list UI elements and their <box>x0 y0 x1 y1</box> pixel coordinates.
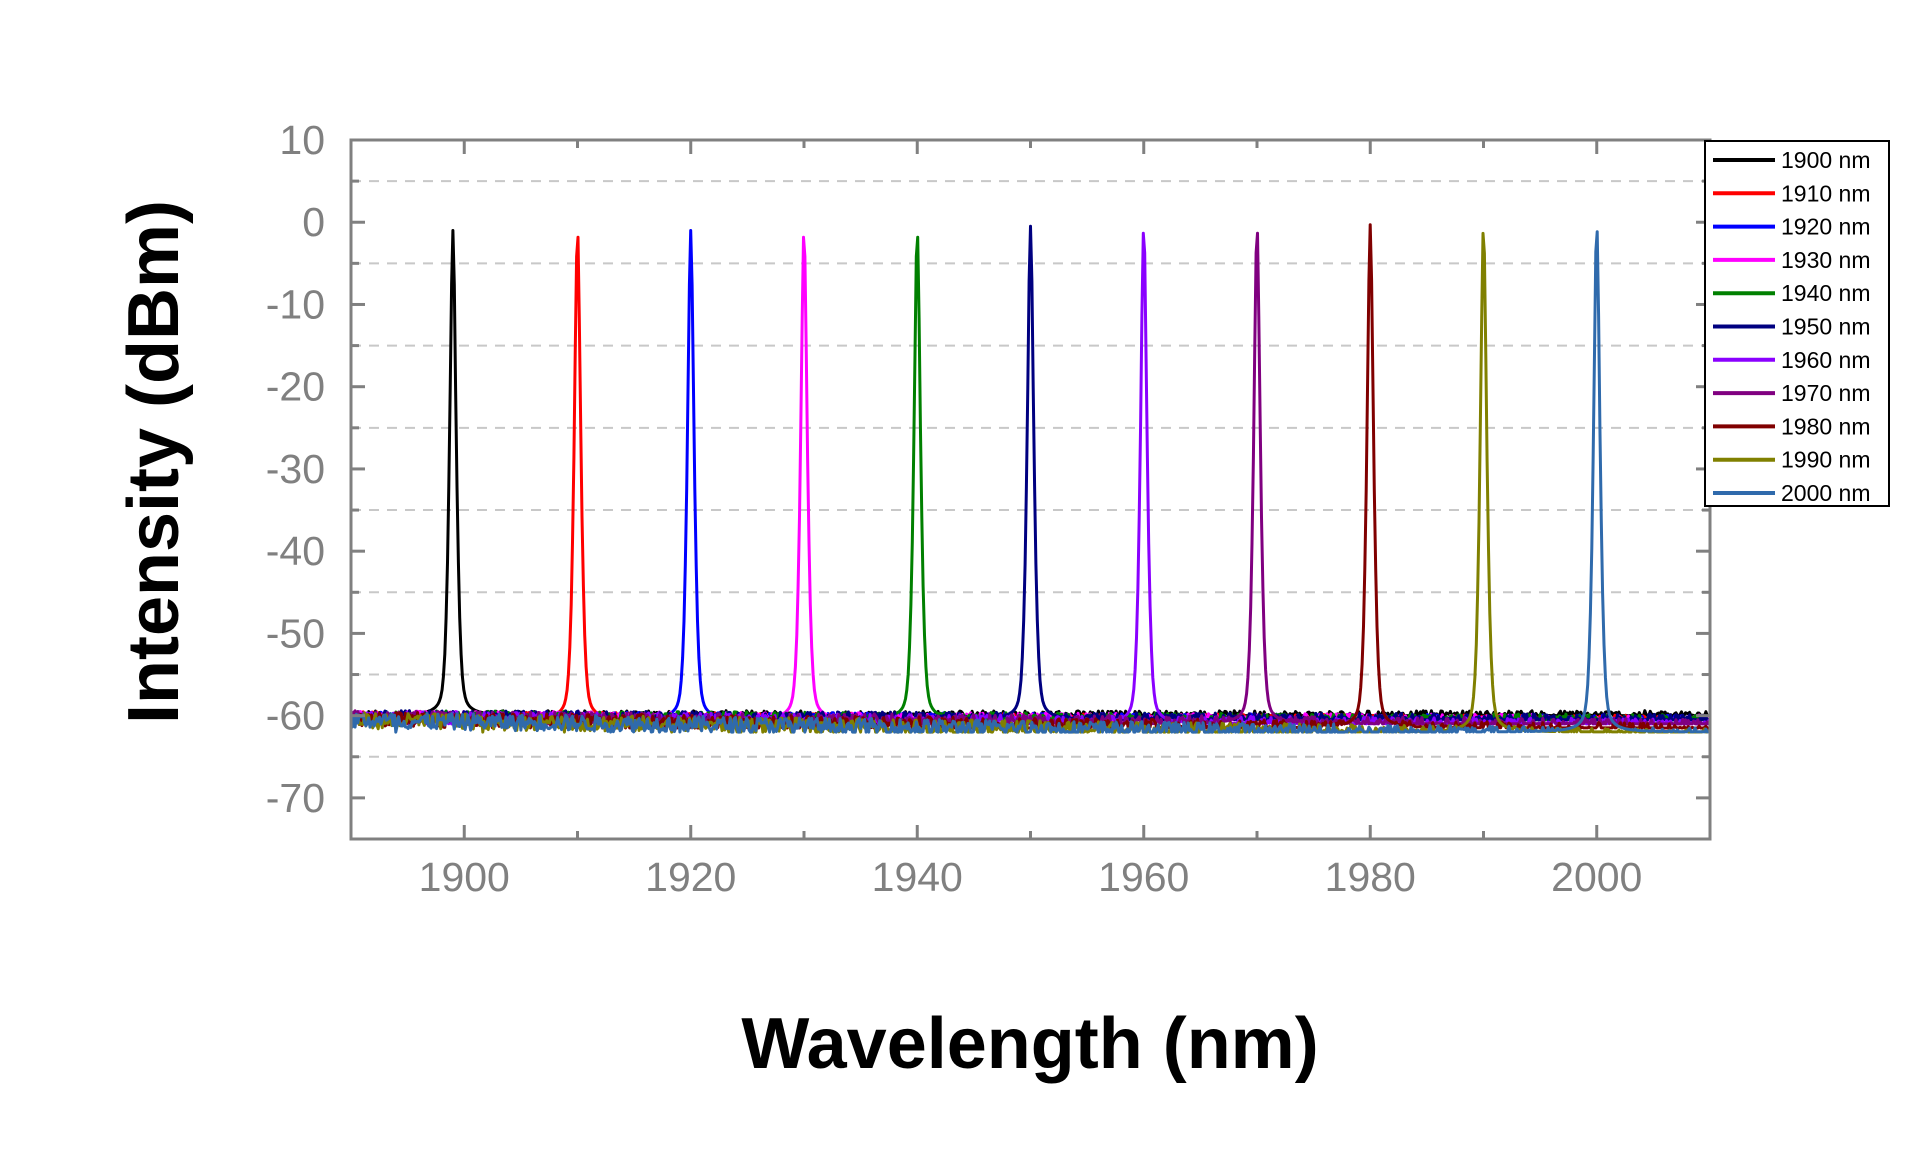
legend-label: 1970 nm <box>1781 380 1871 406</box>
x-tick-label: 2000 <box>1551 854 1642 900</box>
y-tick-label: -60 <box>266 693 325 739</box>
legend-label: 1940 nm <box>1781 280 1871 306</box>
series-line <box>351 224 1710 722</box>
legend-label: 1960 nm <box>1781 347 1871 373</box>
y-tick-label: 10 <box>279 117 325 163</box>
y-tick-label: -30 <box>266 446 325 492</box>
y-tick-label: 0 <box>302 199 325 245</box>
x-tick-label: 1940 <box>872 854 963 900</box>
y-tick-label: -70 <box>266 775 325 821</box>
x-axis-title: Wavelength (nm) <box>741 1004 1318 1084</box>
legend-label: 1900 nm <box>1781 147 1871 173</box>
y-tick-label: -10 <box>266 281 325 327</box>
series-line <box>351 230 1710 734</box>
legend-label: 1950 nm <box>1781 314 1871 340</box>
legend-label: 1920 nm <box>1781 214 1871 240</box>
legend: 1900 nm 1910 nm 1920 nm 1930 nm 1940 nm 1950 … <box>1704 140 1890 507</box>
x-tick-label: 1960 <box>1098 854 1189 900</box>
legend-label: 1910 nm <box>1781 180 1871 206</box>
legend-label: 1980 nm <box>1781 413 1871 439</box>
legend-label: 1930 nm <box>1781 247 1871 273</box>
y-tick-label: -20 <box>266 364 325 410</box>
legend-label: 2000 nm <box>1781 480 1871 506</box>
y-tick-label: -50 <box>266 610 325 656</box>
tick-labels: 1900 1920 1940 1960 1980 2000 10 0 -10 -20 -30 -40 -… <box>266 117 1643 900</box>
y-tick-label: -40 <box>266 528 325 574</box>
legend-label: 1990 nm <box>1781 447 1871 473</box>
x-tick-label: 1920 <box>645 854 736 900</box>
series-lines <box>351 223 1710 734</box>
x-tick-label: 1900 <box>419 854 510 900</box>
legend-box <box>1704 140 1890 507</box>
x-tick-label: 1980 <box>1325 854 1416 900</box>
y-axis-title: Intensity (dBm) <box>114 200 194 724</box>
